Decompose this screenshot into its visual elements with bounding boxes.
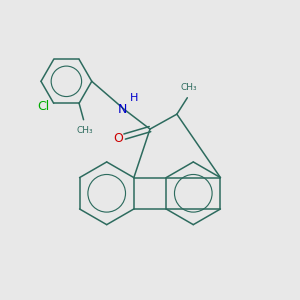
Text: CH₃: CH₃ (77, 126, 93, 135)
Text: Cl: Cl (37, 100, 50, 113)
Text: N: N (118, 103, 127, 116)
Text: CH₃: CH₃ (181, 83, 197, 92)
Text: O: O (113, 132, 123, 145)
Text: H: H (130, 93, 138, 103)
